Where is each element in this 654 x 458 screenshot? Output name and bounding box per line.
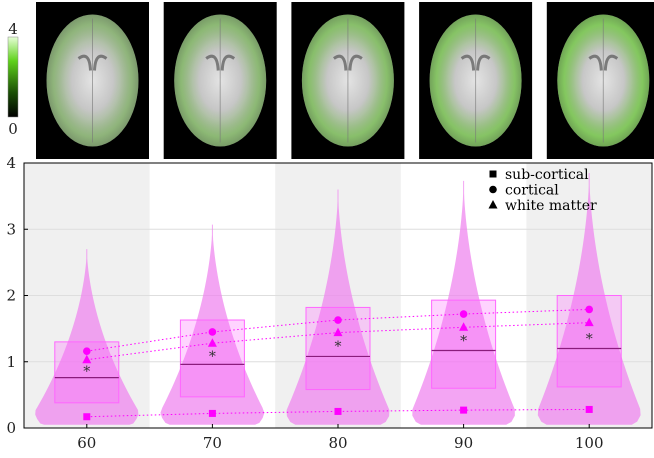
legend-white-matter-label: white matter: [505, 198, 597, 214]
x-tick-label: 70: [203, 434, 222, 452]
colorbar-gradient: [7, 36, 19, 118]
cortical-marker: [83, 347, 91, 355]
legend-sub-cortical-marker: [489, 170, 497, 178]
brain-panel: [291, 2, 405, 159]
legend-cortical-marker: [489, 185, 497, 194]
white-matter-marker: [333, 327, 343, 337]
violin-body: [35, 249, 139, 425]
legend-white-matter-marker: [488, 200, 498, 209]
x-tick-label: 90: [454, 434, 473, 452]
brain-panel: [163, 2, 277, 159]
y-tick-label: 0: [6, 419, 16, 437]
white-matter-marker: [82, 354, 92, 364]
y-axis-ticks: 0 1 2 3 4: [6, 154, 28, 437]
sub-cortical-marker: [208, 409, 216, 417]
brain-ventricles: [588, 54, 619, 71]
cortical-marker: [208, 328, 217, 336]
x-tick-label: 80: [328, 434, 347, 452]
y-tick-label: 2: [6, 287, 16, 305]
violin-body: [537, 172, 641, 425]
brain-ventricles: [205, 54, 236, 71]
brain-ventricles: [333, 54, 363, 71]
mean-marker: *: [335, 339, 342, 355]
mean-marker: *: [586, 332, 593, 348]
brain-ventricles: [460, 54, 491, 71]
x-tick-label: 60: [77, 434, 96, 452]
violin-body: [412, 180, 515, 425]
y-tick-label: 3: [6, 220, 16, 238]
colorbar-max-label: 4: [8, 20, 18, 38]
brain-panel: [419, 2, 533, 159]
y-tick-label: 4: [6, 154, 16, 172]
colorbar: 4 0: [7, 20, 19, 138]
colorbar-min-label: 0: [8, 120, 18, 138]
brain-panel: [546, 2, 654, 159]
legend-sub-cortical-label: sub-cortical: [505, 167, 589, 183]
sub-cortical-marker: [585, 405, 593, 413]
cortical-marker: [334, 316, 342, 324]
brain-ventricles: [77, 54, 108, 71]
sub-cortical-marker: [334, 407, 342, 415]
iqr-box: [179, 319, 245, 398]
x-axis-ticks: 60 70 80 90 100: [77, 424, 604, 452]
brain-panel: [36, 2, 149, 159]
region-markers: [82, 305, 594, 421]
y-tick-label: 1: [6, 353, 16, 371]
white-matter-marker: [584, 317, 594, 327]
violin-body: [160, 224, 265, 425]
cortical-marker: [459, 310, 468, 318]
brain-panels: [36, 2, 654, 159]
sub-cortical-marker: [460, 406, 468, 414]
white-matter-marker: [459, 322, 469, 331]
mean-marker: *: [209, 349, 216, 365]
violin-chart: * * * * * 0 1 2 3 4 60 70 80 90 100 sub-corticalcort…: [6, 154, 653, 452]
mean-marker: *: [83, 364, 90, 380]
cortical-marker: [585, 305, 593, 314]
legend-cortical-label: cortical: [505, 183, 559, 199]
sub-cortical-marker: [83, 413, 91, 421]
mean-marker: *: [460, 334, 467, 350]
white-matter-marker: [207, 338, 217, 347]
x-tick-label: 100: [575, 434, 604, 452]
